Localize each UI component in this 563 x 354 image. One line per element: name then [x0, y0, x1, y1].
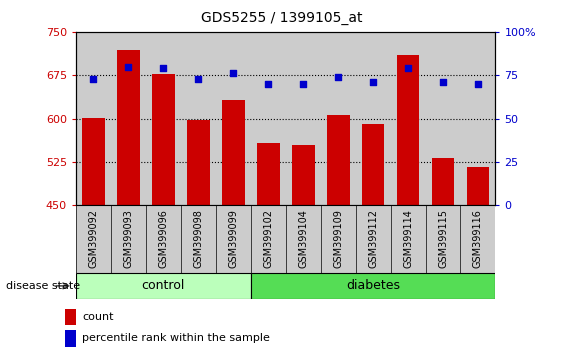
Bar [76, 205, 111, 273]
Point [124, 64, 133, 69]
Text: GSM399092: GSM399092 [88, 209, 99, 268]
Bar [426, 32, 461, 205]
Bar [181, 32, 216, 205]
Bar [76, 273, 251, 299]
Bar [117, 50, 140, 205]
Bar [111, 205, 146, 273]
Point [473, 81, 482, 87]
Bar [321, 205, 356, 273]
Point [89, 76, 98, 81]
Bar [356, 205, 391, 273]
Bar [321, 32, 356, 205]
Point [263, 81, 272, 87]
Text: GSM399114: GSM399114 [403, 209, 413, 268]
Bar [65, 309, 76, 325]
Bar [461, 205, 495, 273]
Bar [222, 100, 245, 205]
Text: GDS5255 / 1399105_at: GDS5255 / 1399105_at [201, 11, 362, 25]
Text: disease state: disease state [6, 281, 80, 291]
Bar [391, 205, 426, 273]
Point [159, 65, 168, 71]
Point [194, 76, 203, 81]
Bar [285, 32, 321, 205]
Text: GSM399102: GSM399102 [263, 209, 273, 268]
Bar [65, 330, 76, 347]
Bar [146, 205, 181, 273]
Text: diabetes: diabetes [346, 279, 400, 292]
Text: GSM399096: GSM399096 [158, 209, 168, 268]
Text: GSM399098: GSM399098 [193, 209, 203, 268]
Text: GSM399109: GSM399109 [333, 209, 343, 268]
Bar [146, 32, 181, 205]
Bar [292, 144, 315, 205]
Text: control: control [142, 279, 185, 292]
Point [299, 81, 308, 87]
Bar [216, 205, 251, 273]
Bar [257, 143, 280, 205]
Bar [251, 32, 286, 205]
Bar [362, 124, 385, 205]
Text: GSM399115: GSM399115 [438, 209, 448, 268]
Point [369, 79, 378, 85]
Text: GSM399112: GSM399112 [368, 209, 378, 268]
Bar [467, 167, 489, 205]
Bar [327, 115, 350, 205]
Point [404, 65, 413, 71]
Text: count: count [83, 312, 114, 322]
Bar [432, 158, 454, 205]
Bar [111, 32, 146, 205]
Bar [391, 32, 426, 205]
Bar [356, 32, 391, 205]
Bar [216, 32, 251, 205]
Bar [152, 74, 175, 205]
Point [439, 79, 448, 85]
Text: GSM399093: GSM399093 [123, 209, 133, 268]
Point [334, 74, 343, 80]
Bar [426, 205, 461, 273]
Point [229, 71, 238, 76]
Bar [181, 205, 216, 273]
Text: GSM399116: GSM399116 [473, 209, 483, 268]
Bar [187, 120, 209, 205]
Text: percentile rank within the sample: percentile rank within the sample [83, 333, 270, 343]
Bar [251, 205, 286, 273]
Bar [461, 32, 495, 205]
Bar [82, 118, 105, 205]
Text: GSM399104: GSM399104 [298, 209, 308, 268]
Bar [251, 273, 495, 299]
Bar [76, 32, 111, 205]
Bar [285, 205, 321, 273]
Bar [397, 55, 419, 205]
Text: GSM399099: GSM399099 [228, 209, 238, 268]
